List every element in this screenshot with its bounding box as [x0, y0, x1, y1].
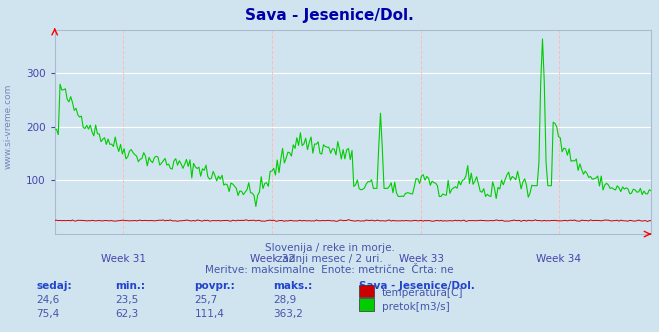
Text: povpr.:: povpr.:: [194, 281, 235, 290]
Text: Meritve: maksimalne  Enote: metrične  Črta: ne: Meritve: maksimalne Enote: metrične Črta…: [205, 265, 454, 275]
Text: Week 32: Week 32: [250, 254, 295, 265]
Text: Week 33: Week 33: [399, 254, 444, 265]
Text: zadnji mesec / 2 uri.: zadnji mesec / 2 uri.: [277, 254, 382, 264]
Text: min.:: min.:: [115, 281, 146, 290]
Text: Week 34: Week 34: [536, 254, 581, 265]
Text: 111,4: 111,4: [194, 309, 224, 319]
Text: maks.:: maks.:: [273, 281, 313, 290]
Text: pretok[m3/s]: pretok[m3/s]: [382, 302, 449, 312]
Text: temperatura[C]: temperatura[C]: [382, 288, 463, 298]
Text: Week 31: Week 31: [101, 254, 146, 265]
Text: 23,5: 23,5: [115, 295, 138, 305]
Text: 24,6: 24,6: [36, 295, 59, 305]
Text: www.si-vreme.com: www.si-vreme.com: [4, 83, 13, 169]
Text: Sava - Jesenice/Dol.: Sava - Jesenice/Dol.: [245, 8, 414, 23]
Text: 363,2: 363,2: [273, 309, 303, 319]
Text: Sava - Jesenice/Dol.: Sava - Jesenice/Dol.: [359, 281, 475, 290]
Text: 75,4: 75,4: [36, 309, 59, 319]
Text: Slovenija / reke in morje.: Slovenija / reke in morje.: [264, 243, 395, 253]
Text: 62,3: 62,3: [115, 309, 138, 319]
Text: sedaj:: sedaj:: [36, 281, 72, 290]
Text: 28,9: 28,9: [273, 295, 297, 305]
Text: 25,7: 25,7: [194, 295, 217, 305]
